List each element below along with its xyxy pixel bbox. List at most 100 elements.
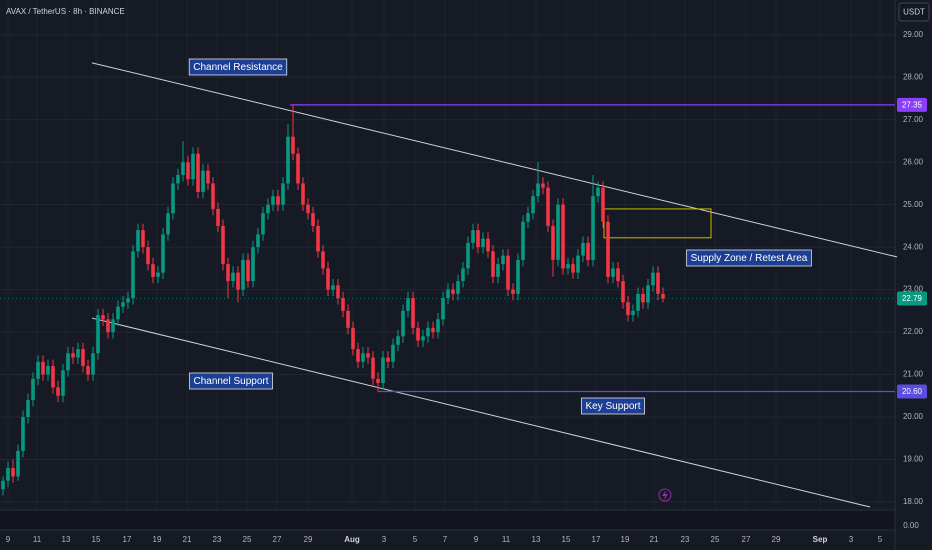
y-tick-label: 28.00 bbox=[903, 72, 924, 81]
candle-body bbox=[326, 268, 330, 290]
candle-body bbox=[56, 387, 60, 396]
x-tick-label: 19 bbox=[621, 535, 630, 544]
candle-body bbox=[301, 183, 305, 205]
candle-body bbox=[371, 357, 375, 379]
candle-body bbox=[96, 315, 100, 354]
candle-body bbox=[486, 238, 490, 252]
lower-pane bbox=[0, 510, 895, 530]
x-tick-label: 17 bbox=[123, 535, 132, 544]
candle-body bbox=[176, 174, 180, 184]
candle-body bbox=[311, 213, 315, 226]
candle-body bbox=[286, 136, 290, 184]
candle-body bbox=[531, 196, 535, 214]
candle-body bbox=[656, 272, 660, 294]
candle-body bbox=[126, 298, 130, 303]
candle-body bbox=[476, 230, 480, 248]
candle-body bbox=[346, 310, 350, 328]
candle-body bbox=[241, 259, 245, 290]
candle-body bbox=[181, 162, 185, 175]
candle-body bbox=[256, 234, 260, 248]
candle-body bbox=[291, 136, 295, 154]
x-tick-label: 7 bbox=[443, 535, 448, 544]
candle-body bbox=[296, 153, 300, 184]
x-tick-label: 9 bbox=[474, 535, 479, 544]
candle-body bbox=[271, 196, 275, 205]
y-tick-label: 24.00 bbox=[903, 242, 924, 251]
x-tick-label: 5 bbox=[413, 535, 418, 544]
x-tick-label: 15 bbox=[92, 535, 101, 544]
candle-body bbox=[576, 255, 580, 273]
candle-body bbox=[156, 272, 160, 277]
candle-body bbox=[646, 285, 650, 303]
x-tick-label: 23 bbox=[681, 535, 690, 544]
candle-body bbox=[596, 187, 600, 197]
candle-body bbox=[151, 264, 155, 277]
candle-body bbox=[566, 264, 570, 269]
candle-body bbox=[401, 310, 405, 337]
candle-body bbox=[441, 298, 445, 320]
candle-body bbox=[276, 196, 280, 205]
candle-body bbox=[601, 187, 605, 222]
currency-button-label[interactable]: USDT bbox=[903, 8, 925, 17]
candle-body bbox=[436, 319, 440, 333]
y-tick-label: 25.00 bbox=[903, 200, 924, 209]
candle-body bbox=[86, 366, 90, 375]
candle-body bbox=[456, 281, 460, 294]
candle-body bbox=[306, 204, 310, 214]
candle-body bbox=[411, 298, 415, 328]
candle-body bbox=[51, 366, 55, 388]
candle-body bbox=[481, 238, 485, 248]
candle-body bbox=[141, 230, 145, 248]
annotation: Channel Support bbox=[193, 376, 268, 387]
candle-body bbox=[366, 353, 370, 358]
x-tick-label: 3 bbox=[849, 535, 854, 544]
candle-body bbox=[6, 467, 10, 481]
candle-body bbox=[521, 221, 525, 260]
price-tag-label: 27.35 bbox=[902, 100, 923, 109]
x-tick-label: 21 bbox=[650, 535, 659, 544]
currency-button[interactable] bbox=[898, 2, 930, 22]
candle-body bbox=[406, 298, 410, 311]
candle-body bbox=[626, 302, 630, 316]
plot bbox=[0, 62, 898, 508]
candle-body bbox=[526, 213, 530, 222]
candle-body bbox=[221, 225, 225, 265]
candle-body bbox=[116, 306, 120, 320]
annotation-box bbox=[686, 249, 812, 267]
candle-body bbox=[191, 153, 195, 180]
candle-body bbox=[416, 327, 420, 341]
x-tick-label: 5 bbox=[878, 535, 883, 544]
candle-body bbox=[1, 480, 5, 490]
candle-body bbox=[631, 310, 635, 316]
candle-body bbox=[226, 264, 230, 282]
trendline bbox=[91, 317, 871, 508]
x-tick-label: Aug bbox=[344, 535, 360, 544]
event-icon-bolt[interactable] bbox=[662, 490, 668, 500]
candle-body bbox=[396, 336, 400, 345]
candle-body bbox=[536, 183, 540, 197]
candle-body bbox=[316, 225, 320, 252]
candle-body bbox=[146, 247, 150, 265]
candle-body bbox=[571, 264, 575, 273]
x-tick-label: 19 bbox=[153, 535, 162, 544]
event-icon[interactable] bbox=[658, 488, 672, 502]
candle-body bbox=[71, 353, 75, 358]
y-tick-label: 23.00 bbox=[903, 285, 924, 294]
x-tick-label: 9 bbox=[6, 535, 11, 544]
candle-body bbox=[201, 170, 205, 192]
lower-pane-tick-label: 0.00 bbox=[903, 521, 919, 530]
candle-body bbox=[616, 268, 620, 282]
candle-body bbox=[461, 268, 465, 282]
candle-body bbox=[381, 357, 385, 384]
supply-zone bbox=[603, 208, 712, 239]
candle-body bbox=[636, 293, 640, 311]
candle-body bbox=[161, 234, 165, 273]
candle-body bbox=[236, 272, 240, 290]
x-tick-label: 13 bbox=[62, 535, 71, 544]
candle-body bbox=[421, 336, 425, 341]
candle-body bbox=[41, 361, 45, 375]
y-tick-label: 19.00 bbox=[903, 455, 924, 464]
candle-body bbox=[591, 196, 595, 260]
